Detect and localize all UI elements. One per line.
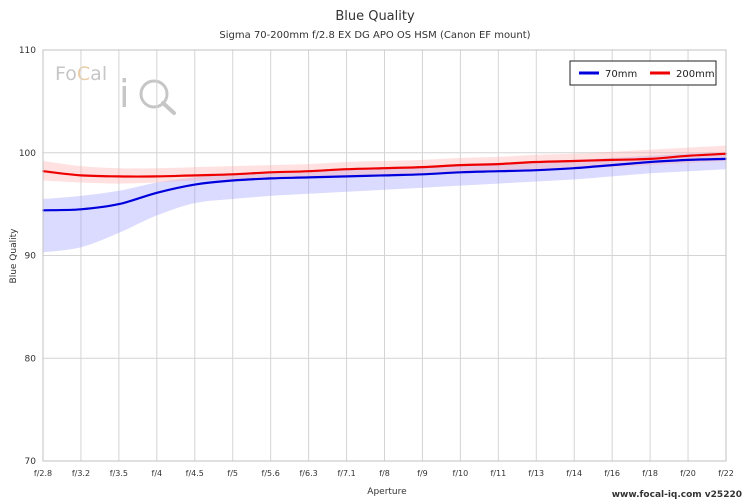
footer-text: www.focal-iq.com v25220 bbox=[612, 490, 742, 500]
legend-label-200mm: 200mm bbox=[676, 69, 715, 80]
x-tick-label: f/20 bbox=[680, 469, 696, 478]
x-axis-label: Aperture bbox=[367, 487, 407, 497]
focal-iq-logo: FoCal i bbox=[55, 63, 176, 116]
x-tick-label: f/22 bbox=[718, 469, 734, 478]
x-tick-label: f/4.5 bbox=[186, 469, 204, 478]
chart-subtitle: Sigma 70-200mm f/2.8 EX DG APO OS HSM (C… bbox=[219, 30, 530, 41]
point-200mm-f/20 bbox=[687, 154, 689, 157]
svg-text:i: i bbox=[119, 72, 130, 116]
point-200mm-f/16 bbox=[611, 159, 614, 161]
x-tick-label: f/3.2 bbox=[72, 469, 90, 478]
x-tick-label: f/8 bbox=[379, 469, 390, 478]
point-200mm-f/13 bbox=[535, 161, 538, 163]
point-200mm-f/5.6 bbox=[269, 171, 272, 174]
series-lines bbox=[42, 152, 727, 212]
band-70mm bbox=[43, 152, 726, 253]
legend-label-70mm: 70mm bbox=[605, 69, 637, 80]
y-axis-ticks: 70 80 90 100 110 bbox=[19, 46, 36, 467]
point-200mm-f/11 bbox=[497, 163, 500, 165]
point-70mm-f/20 bbox=[687, 159, 689, 161]
x-tick-label: f/10 bbox=[453, 469, 469, 478]
point-200mm-f/14 bbox=[573, 160, 576, 162]
point-70mm-f/5 bbox=[231, 179, 234, 182]
x-tick-label: f/4 bbox=[152, 469, 163, 478]
point-70mm-f/13 bbox=[535, 169, 538, 172]
x-tick-label: f/5 bbox=[227, 469, 238, 478]
point-200mm-f/9 bbox=[421, 166, 424, 169]
point-70mm-f/4 bbox=[155, 191, 158, 194]
point-200mm-f/4 bbox=[155, 175, 158, 178]
grid bbox=[42, 49, 727, 462]
x-tick-label: f/9 bbox=[417, 469, 428, 478]
y-tick-label: 70 bbox=[25, 457, 37, 467]
x-axis-ticks: f/2.8 f/3.2 f/3.5 f/4 f/4.5 f/5 f/5.6 f/6.3 f/7.… bbox=[34, 469, 734, 478]
point-200mm-f/6.3 bbox=[307, 170, 310, 173]
x-tick-label: f/11 bbox=[490, 469, 506, 478]
y-tick-label: 80 bbox=[25, 354, 37, 364]
point-200mm-f/3.2 bbox=[80, 174, 82, 177]
chart-title: Blue Quality bbox=[335, 9, 415, 24]
y-tick-label: 110 bbox=[19, 46, 36, 56]
point-200mm-f/18 bbox=[649, 158, 652, 160]
point-200mm-f/10 bbox=[459, 164, 462, 166]
x-tick-label: f/5.6 bbox=[262, 469, 280, 478]
point-70mm-f/11 bbox=[497, 170, 500, 173]
y-tick-label: 100 bbox=[19, 149, 36, 159]
y-axis-label: Blue Quality bbox=[9, 228, 19, 284]
point-200mm-f/5 bbox=[231, 173, 234, 176]
point-70mm-f/18 bbox=[649, 161, 652, 163]
point-70mm-f/3.5 bbox=[117, 203, 120, 206]
point-200mm-f/8 bbox=[383, 167, 386, 170]
x-tick-label: f/3.5 bbox=[110, 469, 128, 478]
point-70mm-f/8 bbox=[383, 174, 386, 177]
point-70mm-f/9 bbox=[421, 173, 424, 176]
x-tick-label: f/2.8 bbox=[34, 469, 52, 478]
point-200mm-f/4.5 bbox=[193, 174, 196, 177]
x-tick-label: f/13 bbox=[528, 469, 544, 478]
point-70mm-f/10 bbox=[459, 171, 462, 174]
x-tick-label: f/18 bbox=[642, 469, 658, 478]
point-70mm-f/5.6 bbox=[269, 177, 272, 180]
x-tick-label: f/7.1 bbox=[337, 469, 355, 478]
x-tick-label: f/6.3 bbox=[299, 469, 317, 478]
legend: 70mm 200mm bbox=[569, 60, 717, 86]
x-tick-label: f/16 bbox=[604, 469, 620, 478]
point-70mm-f/7.1 bbox=[345, 175, 348, 178]
point-200mm-f/7.1 bbox=[345, 168, 348, 171]
point-200mm-f/3.5 bbox=[117, 175, 120, 178]
point-70mm-f/6.3 bbox=[307, 176, 310, 179]
point-70mm-f/4.5 bbox=[193, 183, 196, 186]
point-70mm-f/14 bbox=[573, 167, 576, 170]
point-70mm-f/16 bbox=[611, 164, 614, 166]
point-70mm-f/3.2 bbox=[80, 208, 82, 211]
y-tick-label: 90 bbox=[25, 252, 37, 262]
x-tick-label: f/14 bbox=[566, 469, 582, 478]
plot-frame bbox=[42, 49, 727, 462]
